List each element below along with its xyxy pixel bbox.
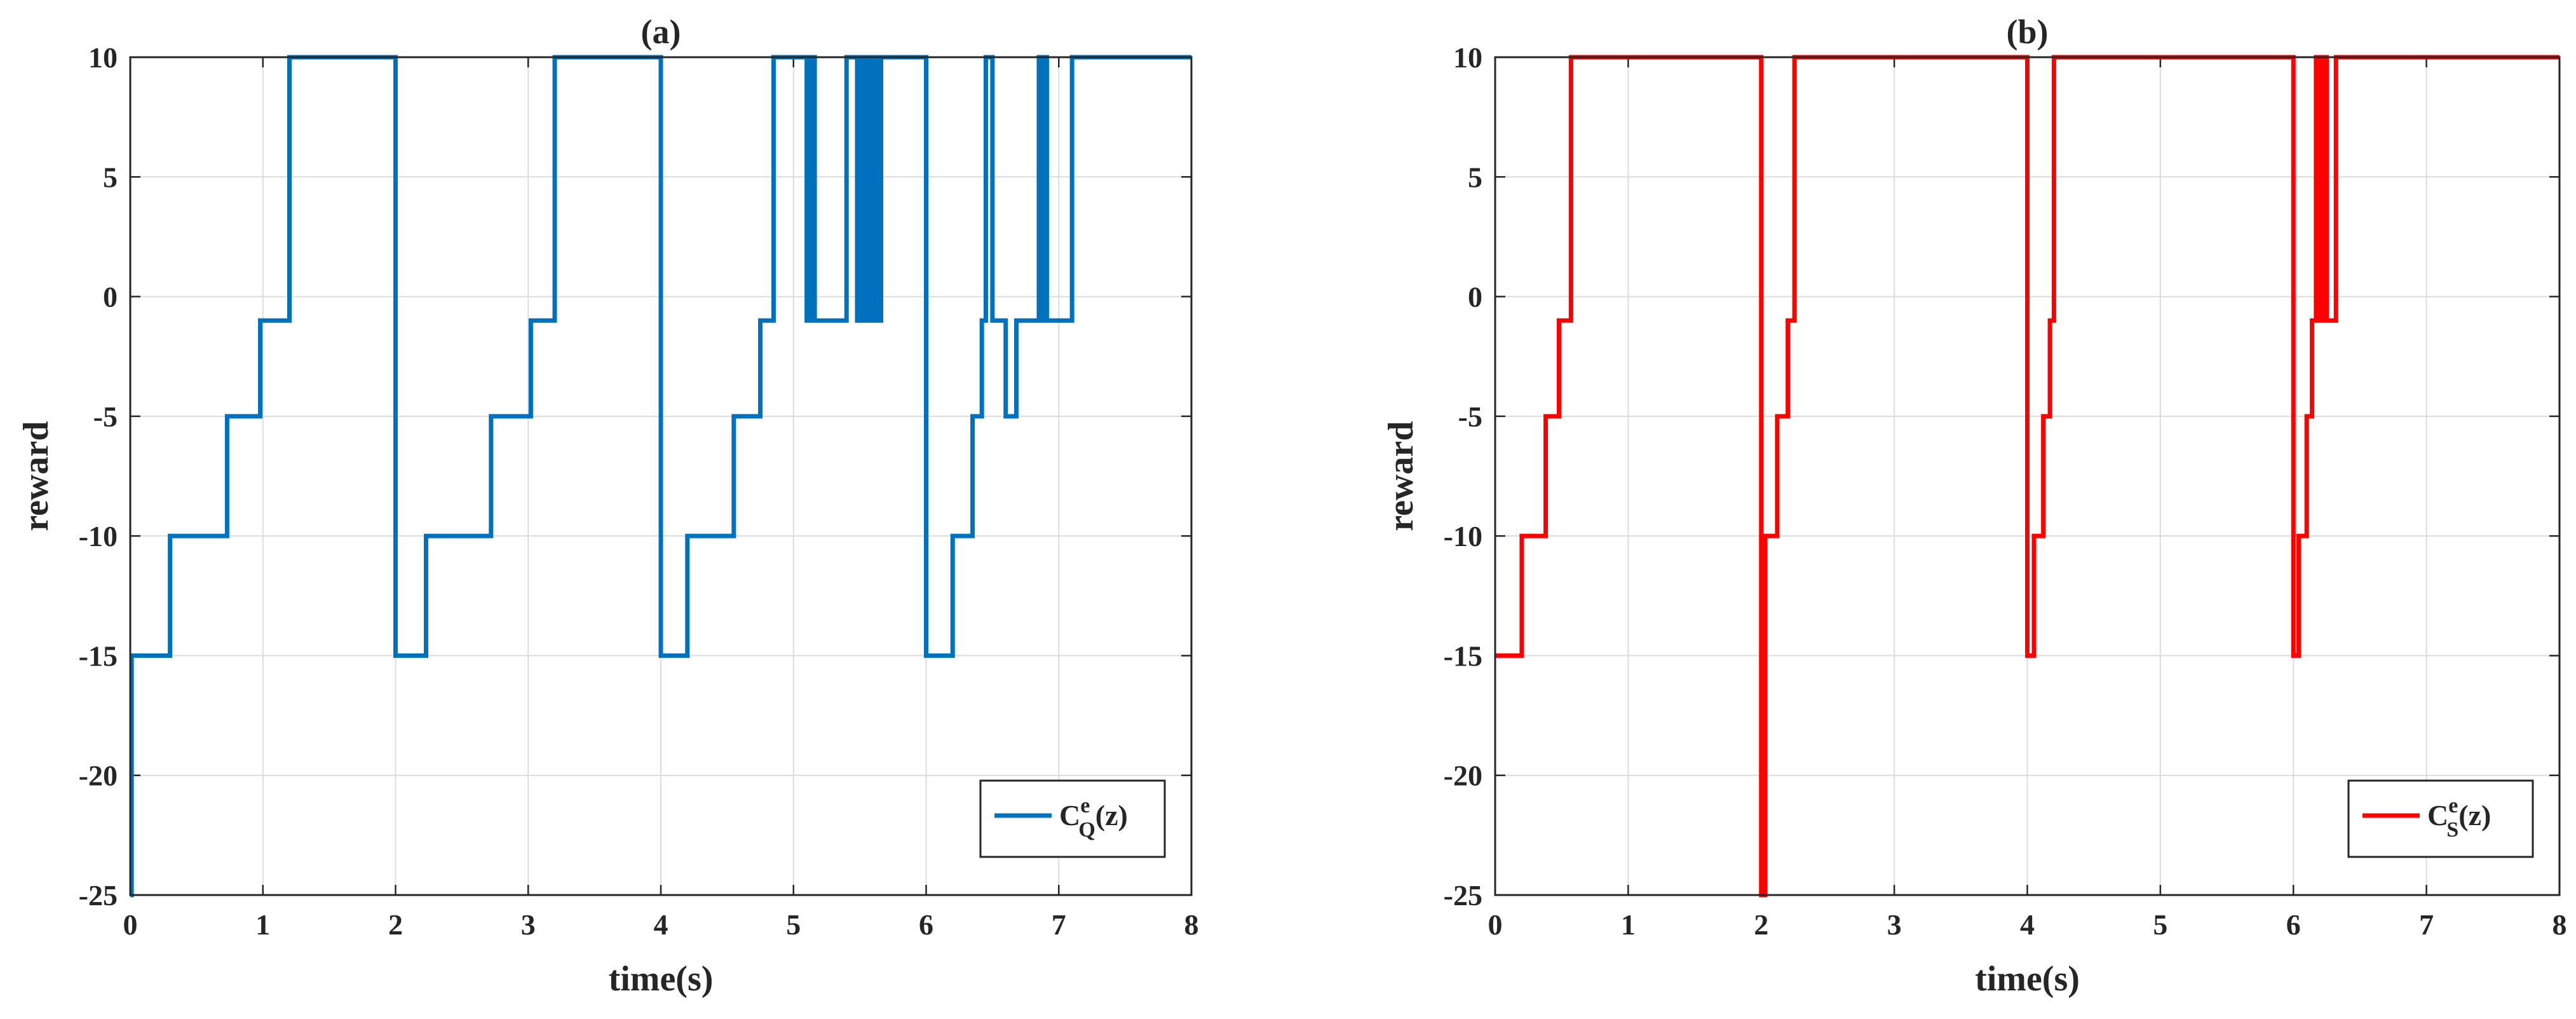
y-tick-label: -5 [1458, 400, 1482, 433]
chart-title: (b) [2007, 13, 2049, 51]
x-tick-label: 6 [919, 908, 933, 941]
chart-panel-b: 0 1 2 3 4 5 6 7 8 10 5 0 -5 -10 -15 -20 -25 (b) time(s) rew… [1381, 13, 2567, 999]
y-axis-label: reward [1381, 421, 1421, 531]
x-tick-label: 8 [2552, 908, 2567, 941]
x-tick-label: 0 [1488, 908, 1503, 941]
x-tick-label: 3 [1887, 908, 1902, 941]
legend-box [979, 779, 1166, 858]
y-tick-label: -20 [1444, 760, 1482, 792]
y-tick-label: -5 [93, 400, 118, 433]
legend-label: Ce S(z) [2427, 794, 2491, 842]
y-tick-label: 10 [88, 41, 118, 74]
y-tick-label: 0 [1468, 281, 1482, 313]
y-tick-label: -15 [79, 639, 118, 672]
x-tick-label: 6 [2286, 908, 2301, 941]
chart-panel-a: 0 1 2 3 4 5 6 7 8 10 5 0 -5 -10 -15 -20 -25 (a) time(s) rew… [17, 13, 1199, 999]
x-tick-label: 1 [255, 908, 270, 941]
y-tick-label: -25 [1444, 879, 1482, 912]
y-tick-label: -25 [79, 879, 118, 912]
legend: Ce S(z) [2347, 779, 2534, 858]
y-tick-label: -10 [79, 520, 118, 552]
y-tick-label: -20 [79, 760, 118, 792]
y-tick-label: 5 [103, 161, 118, 193]
x-tick-label: 0 [123, 908, 138, 941]
axes-frame [129, 56, 1193, 896]
x-tick-label: 3 [521, 908, 536, 941]
x-tick-label: 4 [2020, 908, 2035, 941]
x-axis-label: time(s) [609, 959, 714, 999]
x-axis-label: time(s) [1975, 959, 2080, 999]
x-tick-label: 8 [1184, 908, 1199, 941]
x-tick-label: 5 [786, 908, 801, 941]
x-tick-label: 4 [654, 908, 668, 941]
x-tick-label: 7 [1052, 908, 1066, 941]
y-tick-label: 5 [1468, 161, 1482, 193]
legend-label: Ce Q(z) [1059, 794, 1128, 842]
y-tick-label: -10 [1444, 520, 1482, 552]
series-line-0 [1495, 55, 2559, 898]
x-tick-label: 7 [2419, 908, 2434, 941]
x-tick-label: 2 [388, 908, 403, 941]
y-axis-label: reward [17, 421, 56, 531]
x-tick-label: 2 [1754, 908, 1768, 941]
chart-title: (a) [641, 13, 681, 51]
y-tick-label: 0 [103, 281, 118, 313]
axes-frame [1494, 56, 2561, 896]
x-tick-label: 1 [1621, 908, 1636, 941]
x-tick-label: 5 [2153, 908, 2167, 941]
y-tick-label: 10 [1453, 41, 1482, 74]
legend-box [2347, 779, 2534, 858]
y-tick-label: -15 [1444, 639, 1482, 672]
legend: Ce Q(z) [979, 779, 1166, 858]
